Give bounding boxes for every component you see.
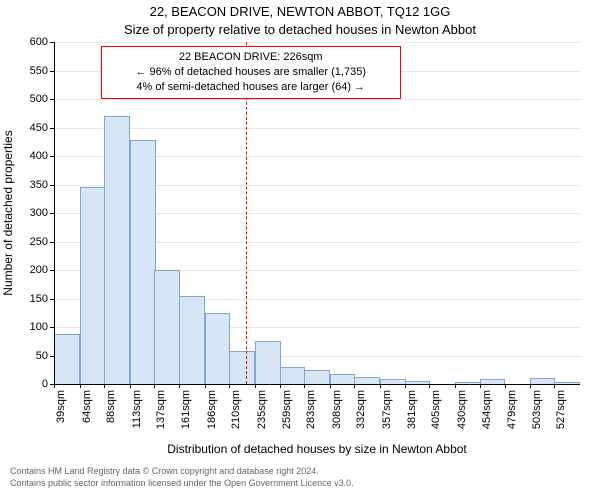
x-tick-label: 137sqm: [155, 390, 167, 429]
chart-title-main: 22, BEACON DRIVE, NEWTON ABBOT, TQ12 1GG: [0, 4, 600, 19]
x-tick-label: 161sqm: [180, 390, 192, 429]
y-tick-label: 550: [30, 65, 48, 77]
y-tick-label: 600: [30, 36, 48, 48]
footer-line-1: Contains HM Land Registry data © Crown c…: [10, 466, 354, 478]
chart-footer: Contains HM Land Registry data © Crown c…: [10, 466, 354, 489]
property-size-histogram: 22, BEACON DRIVE, NEWTON ABBOT, TQ12 1GG…: [0, 0, 600, 500]
histogram-bar: [154, 270, 180, 384]
x-tick-label: 210sqm: [230, 390, 242, 429]
x-tick-label-wrap: 283sqm: [300, 390, 310, 440]
x-tick-label: 454sqm: [481, 390, 493, 429]
x-tick-label-wrap: 137sqm: [150, 390, 160, 440]
histogram-bar: [205, 313, 231, 384]
histogram-bar: [354, 377, 380, 384]
histogram-bar: [255, 341, 281, 384]
x-tick-label-wrap: 332sqm: [350, 390, 360, 440]
y-tick-label: 500: [30, 93, 48, 105]
x-tick-label-wrap: 430sqm: [451, 390, 461, 440]
plot-area: 05010015020025030035040045050055060039sq…: [54, 42, 580, 384]
y-tick-label: 100: [30, 321, 48, 333]
x-tick-label-wrap: 259sqm: [276, 390, 286, 440]
y-tick-label: 450: [30, 122, 48, 134]
x-tick-label-wrap: 308sqm: [326, 390, 336, 440]
histogram-bar: [330, 374, 356, 384]
x-tick-label: 332sqm: [355, 390, 367, 429]
x-tick-label-wrap: 479sqm: [501, 390, 511, 440]
x-tick-label: 259sqm: [281, 390, 293, 429]
x-tick-label: 357sqm: [381, 390, 393, 429]
x-tick-label-wrap: 210sqm: [225, 390, 235, 440]
histogram-bar: [229, 351, 255, 384]
histogram-bar: [304, 370, 330, 384]
x-tick-label-wrap: 113sqm: [126, 390, 136, 440]
annotation-box: 22 BEACON DRIVE: 226sqm← 96% of detached…: [101, 46, 401, 99]
x-tick-label-wrap: 64sqm: [76, 390, 86, 440]
x-tick-label: 113sqm: [131, 390, 143, 428]
x-tick-label-wrap: 405sqm: [425, 390, 435, 440]
x-tick-label-wrap: 454sqm: [476, 390, 486, 440]
x-axis-line: [54, 384, 580, 385]
y-tick-label: 200: [30, 264, 48, 276]
x-tick-label: 479sqm: [506, 390, 518, 429]
x-tick-label-wrap: 235sqm: [251, 390, 261, 440]
y-tick-label: 0: [42, 378, 48, 390]
y-axis-label: Number of detached properties: [1, 113, 15, 313]
annotation-line-2: ← 96% of detached houses are smaller (1,…: [108, 65, 394, 80]
histogram-bar: [80, 187, 106, 384]
histogram-bar: [179, 296, 205, 384]
footer-line-2: Contains public sector information licen…: [10, 478, 354, 490]
y-gridline: [54, 99, 580, 100]
x-tick-label-wrap: 161sqm: [175, 390, 185, 440]
x-axis-label: Distribution of detached houses by size …: [54, 442, 580, 456]
y-tick-label: 50: [36, 350, 48, 362]
y-tick-label: 350: [30, 179, 48, 191]
x-tick-label: 308sqm: [331, 390, 343, 429]
histogram-bar: [54, 334, 80, 384]
y-tick-label: 400: [30, 150, 48, 162]
x-tick-label: 64sqm: [81, 390, 93, 423]
x-tick-label: 527sqm: [555, 390, 567, 429]
x-tick-label-wrap: 503sqm: [526, 390, 536, 440]
x-tick-label: 381sqm: [406, 390, 418, 429]
y-tick-label: 250: [30, 236, 48, 248]
x-tick-label-wrap: 381sqm: [401, 390, 411, 440]
x-tick-label: 283sqm: [305, 390, 317, 429]
x-tick-label: 503sqm: [531, 390, 543, 429]
x-tick-label-wrap: 357sqm: [376, 390, 386, 440]
x-tick-label: 405sqm: [430, 390, 442, 429]
y-tick-label: 150: [30, 293, 48, 305]
x-tick-label: 39sqm: [55, 390, 67, 423]
x-tick-label-wrap: 88sqm: [100, 390, 110, 440]
annotation-line-1: 22 BEACON DRIVE: 226sqm: [108, 50, 394, 65]
chart-title-sub: Size of property relative to detached ho…: [0, 22, 600, 37]
x-tick-label: 235sqm: [256, 390, 268, 429]
y-gridline: [54, 42, 580, 43]
x-tick-label-wrap: 527sqm: [550, 390, 560, 440]
y-tick-label: 300: [30, 207, 48, 219]
x-tick-label-wrap: 39sqm: [50, 390, 60, 440]
x-tick-label-wrap: 186sqm: [201, 390, 211, 440]
y-gridline: [54, 128, 580, 129]
histogram-bar: [130, 140, 156, 384]
histogram-bar: [104, 116, 130, 384]
x-tick-label: 88sqm: [105, 390, 117, 423]
y-axis-line: [54, 42, 55, 384]
x-tick-label: 186sqm: [206, 390, 218, 429]
histogram-bar: [280, 367, 306, 384]
annotation-line-3: 4% of semi-detached houses are larger (6…: [108, 80, 394, 95]
x-tick-label: 430sqm: [456, 390, 468, 429]
